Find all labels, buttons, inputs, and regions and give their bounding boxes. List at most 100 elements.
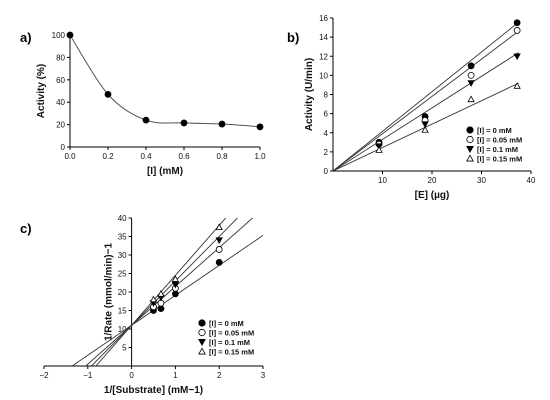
- panel-a-y-tick-label: 60: [56, 76, 65, 85]
- panel-a-x-tick-label: 0.8: [216, 152, 228, 161]
- panel-b-point-i-0-15-mm-1: [421, 126, 429, 133]
- panel-c-x-axis-label: 1/[Substrate] (mM−1): [104, 385, 203, 396]
- panel-b-legend-marker-3: [466, 154, 474, 162]
- panel-b-legend-marker-0: [466, 126, 474, 134]
- panel-c-y-tick-label: 30: [118, 251, 127, 260]
- panel-c-x-tick-label: 0: [129, 371, 134, 380]
- panel-c-fit-i-0-mm: [71, 235, 263, 366]
- panel-b-point-i-0-05-mm-2: [467, 71, 475, 79]
- panel-c-point-i-0-15-mm-2: [171, 275, 180, 282]
- panel-b-legend-marker-1: [466, 135, 474, 144]
- panel-b-x-tick-label: 30: [477, 176, 486, 185]
- panel-a-activity-vs-inhibitor: a) 0.0 0.2 0.4 0.6 0.8 1.0 0 20 40 60 80 100 [I] (mM)…: [20, 30, 266, 177]
- panel-b-legend-label-1: [I] = 0.05 mM: [477, 136, 522, 145]
- panel-a-x-tick-label: 0.0: [64, 152, 76, 161]
- panel-a-label: a): [20, 30, 32, 45]
- panel-b-y-tick-label: 14: [319, 33, 328, 42]
- panel-b-activity-vs-enzyme: b) 10 20 30 40 0 2 4 6 8 10 12 14 16 [E] (µg) Activity …: [287, 14, 536, 201]
- panel-b-point-i-0-05-mm-3: [513, 27, 521, 34]
- panel-a-fit-curve: [69, 34, 261, 128]
- panel-a-x-tick-label: 0.6: [178, 152, 190, 161]
- panel-a-x-axis-label: [I] (mM): [147, 166, 183, 177]
- panel-a-x-tick-label: 0.2: [102, 152, 114, 161]
- panel-b-fit-i-0-mm: [333, 21, 519, 171]
- panel-b-label: b): [287, 30, 299, 45]
- panel-c-x-tick-label: 1: [173, 371, 178, 380]
- panel-c-legend-marker-2: [198, 339, 206, 347]
- panel-b-y-tick-label: 6: [324, 110, 329, 119]
- panel-c-point-i-0-15-mm-3: [215, 223, 223, 231]
- panel-c-label: c): [20, 221, 32, 236]
- panel-c-y-tick-label: 5: [122, 344, 127, 353]
- panel-b-y-tick-label: 4: [324, 129, 329, 138]
- panel-b-y-tick-label: 8: [324, 91, 329, 100]
- panel-b-point-i-0-15-mm-2: [467, 95, 475, 103]
- panel-a-x-tick-label: 1.0: [254, 152, 266, 161]
- panel-b-point-i-0-15-mm-0: [375, 146, 383, 153]
- panel-c-fit-i-0-15-mm: [95, 218, 227, 366]
- panel-a-y-tick-label: 20: [56, 121, 65, 130]
- panel-a-y-tick-label: 40: [56, 98, 65, 107]
- panel-c-point-i-0-mm-3: [215, 258, 223, 266]
- panel-c-point-i-0-1-mm-3: [215, 237, 223, 245]
- panel-c-y-tick-label: 15: [118, 307, 127, 316]
- panel-b-legend-label-3: [I] = 0.15 mM: [477, 155, 522, 164]
- panel-b-fit-i-0-1-mm: [333, 52, 519, 171]
- panel-c-legend-marker-1: [198, 328, 206, 337]
- panel-a-point-0: [66, 31, 74, 39]
- panel-a-point-1: [104, 90, 112, 98]
- panel-c-legend-label-0: [I] = 0 mM: [209, 319, 244, 328]
- panel-b-legend-label-2: [I] = 0.1 mM: [477, 145, 518, 154]
- panel-c-y-tick-label: 10: [118, 325, 127, 334]
- panel-b-point-i-0-1-mm-2: [467, 80, 475, 87]
- panel-b-point-i-0-1-mm-1: [421, 121, 429, 128]
- panel-c-x-tick-label: 3: [261, 371, 266, 380]
- panel-c-point-i-0-mm-1: [157, 305, 165, 313]
- panel-c-point-i-0-mm-2: [171, 290, 179, 298]
- panel-b-legend-marker-2: [466, 146, 474, 154]
- panel-c-y-tick-label: 25: [118, 270, 127, 279]
- panel-c-point-i-0-15-mm-0: [149, 295, 158, 303]
- panel-a-y-axis-label: Activity (%): [36, 64, 47, 118]
- panel-c-y-axis-label: 1/Rate (mmol/min)−1: [104, 243, 115, 342]
- panel-a-point-5: [256, 123, 264, 131]
- panel-c-x-tick-label: −2: [39, 371, 49, 380]
- panel-c-x-tick-label: −1: [83, 371, 93, 380]
- panel-a-point-2: [142, 116, 150, 124]
- panel-c-point-i-0-15-mm-1: [157, 290, 165, 297]
- panel-a-y-tick-label: 80: [56, 53, 65, 62]
- panel-a-point-4: [218, 120, 226, 128]
- panel-b-point-i-0-mm-2: [467, 62, 475, 70]
- panel-b-y-axis-label: Activity (U/min): [304, 58, 315, 131]
- panel-a-x-tick-label: 0.4: [140, 152, 152, 161]
- panel-a-point-3: [180, 119, 188, 127]
- panel-b-y-tick-label: 2: [324, 148, 329, 157]
- panel-b-point-i-0-15-mm-3: [513, 82, 521, 89]
- panel-a-y-tick-label: 0: [61, 143, 66, 152]
- panel-c-point-i-0-05-mm-3: [215, 246, 223, 253]
- panel-c-legend-marker-0: [198, 319, 206, 327]
- panel-b-legend-label-0: [I] = 0 mM: [477, 126, 512, 135]
- panel-c-legend-marker-3: [198, 347, 206, 355]
- panel-b-point-i-0-1-mm-3: [513, 53, 521, 61]
- panel-c-y-tick-label: 20: [118, 288, 127, 297]
- panel-b-point-i-0-mm-3: [513, 19, 521, 27]
- panel-b-y-tick-label: 0: [324, 167, 329, 176]
- panel-b-x-tick-label: 20: [428, 176, 437, 185]
- panel-b-y-tick-label: 16: [319, 14, 328, 23]
- panel-a-y-tick-label: 100: [52, 31, 66, 40]
- panel-b-x-tick-label: 40: [527, 176, 536, 185]
- panel-b-x-axis-label: [E] (µg): [415, 190, 450, 201]
- panel-c-x-tick-label: 2: [217, 371, 222, 380]
- panel-b-fit-i-0-05-mm: [333, 30, 519, 171]
- panel-b-x-tick-label: 10: [378, 176, 387, 185]
- panel-b-y-tick-label: 10: [319, 71, 328, 80]
- panel-c-y-tick-label: 40: [118, 214, 127, 223]
- panel-c-legend-label-2: [I] = 0.1 mM: [209, 338, 250, 347]
- panel-b-fit-lines: [333, 21, 519, 171]
- panel-b-y-tick-label: 12: [319, 52, 328, 61]
- panel-c-point-i-0-1-mm-2: [171, 281, 180, 289]
- panel-c-legend-label-1: [I] = 0.05 mM: [209, 329, 254, 338]
